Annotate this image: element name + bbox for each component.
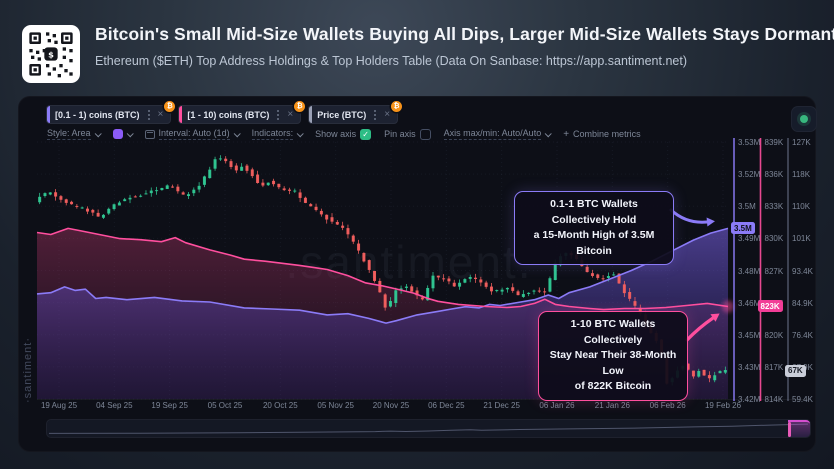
x-tick-label: 21 Jan 26 xyxy=(594,401,630,410)
color-swatch-dropdown[interactable] xyxy=(112,129,134,139)
header-titles: Bitcoin's Small Mid-Size Wallets Buying … xyxy=(95,24,834,68)
tab-label: [1 - 10) coins (BTC) xyxy=(187,109,270,120)
qr-pattern: $ xyxy=(29,32,73,78)
y-tick: 3.5M xyxy=(738,202,756,212)
checkbox-unchecked-icon[interactable] xyxy=(419,128,431,140)
y-tick: 3.43M xyxy=(738,362,761,372)
close-icon[interactable]: × xyxy=(157,108,164,120)
page-subtitle: Ethereum ($ETH) Top Address Holdings & T… xyxy=(95,54,687,68)
close-icon[interactable]: × xyxy=(287,108,294,120)
x-tick-label: 21 Dec 25 xyxy=(483,401,520,410)
y-tick: 3.48M xyxy=(738,266,761,276)
metric-tab-1[interactable]: [1 - 10) coins (BTC) × ₿ xyxy=(178,101,306,124)
x-tick-label: 19 Sep 25 xyxy=(151,401,188,410)
kebab-menu-icon[interactable] xyxy=(145,109,153,120)
indicators-dropdown[interactable]: Indicators: xyxy=(251,128,304,140)
y-tick: 817K xyxy=(764,362,784,372)
interval-dropdown[interactable]: Interval: Auto (1d) xyxy=(144,128,241,140)
tab-color-bar xyxy=(179,106,183,123)
y-tick: 827K xyxy=(764,266,784,276)
annotation-line: Stay Near Their 38-Month Low xyxy=(549,349,677,377)
qr-code: $ xyxy=(22,25,80,83)
x-tick-label: 06 Jan 26 xyxy=(539,401,575,410)
header: $ Bitcoin's Small Mid-Size Wallets Buyin… xyxy=(0,0,834,96)
annotation-callout-0: 0.1-1 BTC Wallets Collectively Hold a 15-… xyxy=(514,191,674,265)
x-tick-label: 04 Sep 25 xyxy=(96,401,133,410)
scrubber-handle[interactable] xyxy=(787,422,791,437)
y-tick: 839K xyxy=(764,138,784,147)
metric-tab-0[interactable]: [0.1 - 1) coins (BTC) × ₿ xyxy=(46,101,176,124)
metric-tabs: [0.1 - 1) coins (BTC) × ₿ [1 - 10) coins (B… xyxy=(46,101,403,124)
y-tick: 820K xyxy=(764,330,784,340)
y-tick: 3.53M xyxy=(738,138,761,147)
y-tick: 814K xyxy=(764,395,784,404)
x-tick-label: 06 Feb 26 xyxy=(649,401,686,410)
current-value-badge: 823K xyxy=(757,300,783,313)
x-tick-label: 20 Oct 25 xyxy=(262,401,298,410)
scrubber-selection[interactable] xyxy=(787,420,810,437)
y-tick: 118K xyxy=(792,170,811,180)
screenshot-button[interactable] xyxy=(791,106,817,132)
y-tick: 127K xyxy=(792,138,811,147)
kebab-menu-icon[interactable] xyxy=(371,109,379,120)
page-title: Bitcoin's Small Mid-Size Wallets Buying … xyxy=(95,24,834,44)
y-tick: 110K xyxy=(792,202,811,212)
y-tick: 84.9K xyxy=(792,298,813,308)
y-tick: 833K xyxy=(764,202,784,212)
y-tick: 93.4K xyxy=(792,266,813,276)
y-tick: 101K xyxy=(792,234,811,244)
x-tick-label: 05 Nov 25 xyxy=(317,401,354,410)
y-tick: 59.4K xyxy=(792,395,813,404)
close-icon[interactable]: × xyxy=(384,108,391,120)
y-tick: 3.46M xyxy=(738,298,761,308)
axis-maxmin-dropdown[interactable]: Axis max/min: Auto/Auto xyxy=(443,128,552,140)
chart-toolbar: Style: Area Interval: Auto (1d) Indicato… xyxy=(47,128,641,140)
tab-label: Price (BTC) xyxy=(317,109,367,120)
annotation-callout-1: 1-10 BTC Wallets Collectively Stay Near T… xyxy=(538,311,688,401)
chart-panel: [0.1 - 1) coins (BTC) × ₿ [1 - 10) coins (B… xyxy=(18,96,817,453)
y-tick: 836K xyxy=(764,170,784,180)
annotation-line: of 822K Bitcoin xyxy=(574,380,652,392)
calendar-icon xyxy=(144,129,155,139)
tab-color-bar xyxy=(47,106,50,123)
current-value-badge: 3.5M xyxy=(731,222,755,235)
y-tick: 3.45M xyxy=(738,330,761,340)
svg-text:$: $ xyxy=(48,49,54,59)
current-value-badge: 67K xyxy=(785,364,806,377)
x-tick-label: 19 Aug 25 xyxy=(40,401,78,410)
y-tick: 830K xyxy=(764,234,784,244)
btc-coin-icon: ₿ xyxy=(391,101,403,112)
btc-coin-icon: ₿ xyxy=(294,101,306,112)
y-tick: 3.49M xyxy=(738,234,761,244)
x-tick-label: 06 Dec 25 xyxy=(428,401,465,410)
y-tick: 3.52M xyxy=(738,170,761,180)
metric-tab-2[interactable]: Price (BTC) × ₿ xyxy=(308,101,403,124)
tab-color-bar xyxy=(309,106,313,123)
kebab-menu-icon[interactable] xyxy=(274,109,282,120)
color-swatch xyxy=(112,129,123,139)
x-tick-label: 05 Oct 25 xyxy=(207,401,243,410)
annotation-line: 1-10 BTC Wallets Collectively xyxy=(570,318,656,346)
tab-label: [0.1 - 1) coins (BTC) xyxy=(55,109,140,120)
x-tick-label: 20 Nov 25 xyxy=(372,401,410,410)
y-tick: 3.42M xyxy=(738,395,761,404)
checkbox-checked-icon[interactable]: ✓ xyxy=(360,128,372,140)
combine-metrics-button[interactable]: + Combine metrics xyxy=(563,128,641,140)
show-axis-toggle[interactable]: Show axis ✓ xyxy=(315,128,372,140)
style-dropdown[interactable]: Style: Area xyxy=(47,128,102,140)
record-dot-icon xyxy=(800,115,808,123)
timeline-scrubber[interactable] xyxy=(46,419,811,438)
pin-axis-toggle[interactable]: Pin axis xyxy=(384,128,431,140)
y-tick: 76.4K xyxy=(792,330,813,340)
annotation-line: a 15-Month High of 3.5M Bitcoin xyxy=(533,229,655,257)
x-tick-label: 19 Feb 26 xyxy=(704,401,742,410)
annotation-line: 0.1-1 BTC Wallets Collectively Hold xyxy=(550,198,638,226)
plus-icon: + xyxy=(563,128,570,140)
minimap xyxy=(48,423,809,434)
btc-coin-icon: ₿ xyxy=(164,101,176,112)
x-axis-labels: 19 Aug 25 04 Sep 25 19 Sep 25 05 Oct 25 20 O… xyxy=(19,401,817,413)
chart-canvas[interactable] xyxy=(19,97,817,453)
